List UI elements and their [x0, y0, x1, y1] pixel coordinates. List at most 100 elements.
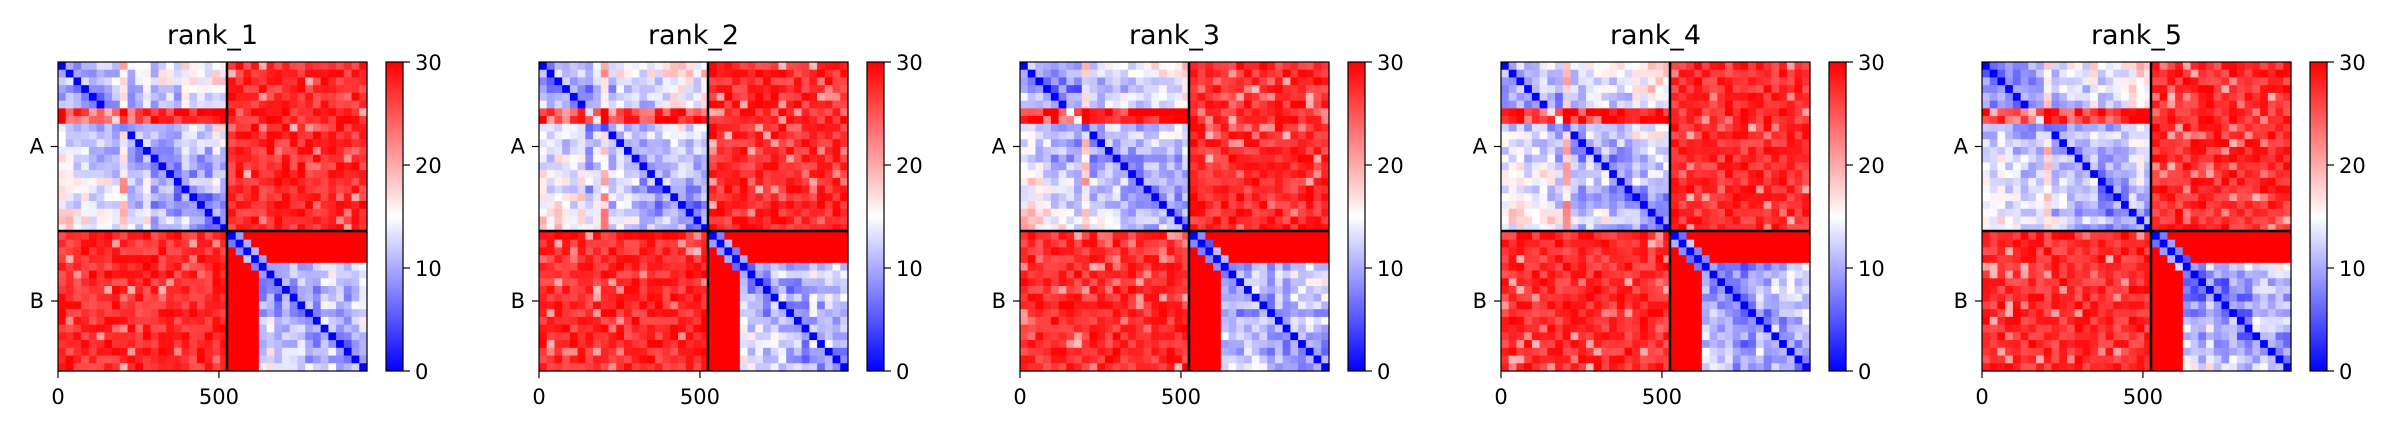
heatmap-cell	[336, 224, 345, 233]
heatmap-cell	[282, 301, 291, 310]
heatmap-cell	[1313, 116, 1322, 125]
heatmap-cell	[1678, 69, 1687, 79]
heatmap-cell	[1197, 286, 1206, 295]
heatmap-cell	[1220, 154, 1230, 164]
heatmap-cell	[577, 224, 586, 233]
heatmap-cell	[539, 85, 548, 94]
heatmap-cell	[770, 340, 780, 349]
heatmap-cell	[1027, 170, 1037, 179]
heatmap-cell	[274, 92, 283, 102]
heatmap-cell	[647, 85, 656, 94]
heatmap-cell	[832, 247, 841, 256]
heatmap-cell	[112, 293, 121, 303]
heatmap-cell	[135, 262, 144, 272]
heatmap-cell	[1058, 301, 1067, 310]
heatmap-cell	[832, 216, 841, 225]
heatmap-cell	[212, 146, 221, 156]
heatmap-cell	[1058, 231, 1067, 241]
heatmap-cell	[1205, 185, 1214, 194]
heatmap-cell	[662, 69, 671, 79]
heatmap-cell	[1213, 286, 1222, 295]
heatmap-cell	[104, 208, 113, 218]
heatmap-cell	[166, 255, 175, 264]
heatmap-cell	[739, 208, 749, 218]
heatmap-cell	[197, 131, 206, 140]
heatmap-cell	[243, 216, 252, 225]
heatmap-cell	[1259, 116, 1268, 125]
heatmap-cell	[312, 231, 322, 241]
heatmap-cell	[793, 293, 803, 303]
heatmap-cell	[1205, 162, 1214, 171]
heatmap-cell	[343, 247, 353, 256]
heatmap-cell	[732, 262, 741, 272]
heatmap-cell	[1205, 239, 1214, 248]
heatmap-cell	[763, 185, 772, 194]
heatmap-cell	[793, 231, 803, 241]
heatmap-cell	[127, 363, 136, 372]
heatmap-cell	[539, 162, 548, 171]
heatmap-cell	[786, 100, 795, 109]
heatmap-cell	[685, 108, 695, 117]
heatmap-cell	[1135, 131, 1145, 140]
heatmap-cell	[1043, 231, 1052, 241]
heatmap-cell	[197, 347, 206, 357]
heatmap-cell	[243, 231, 252, 241]
heatmap-cell	[1632, 77, 1641, 86]
heatmap-cell	[1205, 154, 1214, 164]
heatmap-cell	[96, 309, 105, 318]
heatmap-cell	[266, 216, 275, 225]
heatmap-cell	[1027, 278, 1037, 287]
heatmap-cell	[1043, 340, 1052, 349]
heatmap-cell	[336, 324, 345, 333]
heatmap-cell	[305, 347, 314, 357]
heatmap-cell	[1197, 239, 1206, 248]
heatmap-cell	[840, 108, 849, 117]
heatmap-cell	[181, 69, 190, 79]
heatmap-cell	[158, 278, 167, 287]
heatmap-cell	[1066, 69, 1075, 79]
heatmap-cell	[1282, 355, 1291, 364]
heatmap-cell	[1120, 239, 1129, 248]
heatmap-cell	[1159, 123, 1168, 133]
heatmap-cell	[685, 162, 695, 171]
heatmap-cell	[1197, 332, 1206, 341]
heatmap-cell	[670, 208, 679, 218]
heatmap-cell	[1298, 286, 1307, 295]
heatmap-cell	[305, 170, 314, 179]
heatmap-cell	[58, 62, 67, 71]
heatmap-cell	[1244, 62, 1253, 71]
heatmap-cell	[1104, 139, 1114, 148]
heatmap-cell	[562, 69, 571, 79]
heatmap-cell	[1166, 116, 1176, 125]
heatmap-cell	[58, 324, 67, 333]
heatmap-cell	[693, 286, 702, 295]
heatmap-cell	[1321, 309, 1330, 318]
heatmap-cell	[1159, 69, 1168, 79]
heatmap-cell	[305, 131, 314, 140]
heatmap-cell	[1267, 309, 1276, 318]
heatmap-cell	[693, 208, 702, 218]
heatmap-cell	[166, 347, 175, 357]
heatmap-cell	[1282, 255, 1291, 264]
heatmap-cell	[1259, 247, 1268, 256]
heatmap-cell	[1694, 69, 1703, 79]
heatmap-cell	[135, 201, 144, 210]
heatmap-cell	[724, 92, 733, 102]
heatmap-cell	[824, 131, 834, 140]
heatmap-cell	[212, 316, 221, 326]
heatmap-cell	[1081, 131, 1091, 140]
heatmap-cell	[181, 324, 190, 333]
heatmap-cell	[739, 332, 749, 341]
heatmap-cell	[235, 286, 244, 295]
heatmap-cell	[150, 239, 160, 248]
heatmap-cell	[1128, 216, 1137, 225]
heatmap-cell	[1166, 301, 1176, 310]
heatmap-cell	[1089, 286, 1098, 295]
heatmap-cell	[1081, 262, 1091, 272]
heatmap-cell	[817, 123, 826, 133]
heatmap-cell	[204, 347, 214, 357]
heatmap-cell	[258, 177, 268, 187]
heatmap-cell	[1236, 262, 1245, 272]
heatmap-cell	[166, 231, 175, 241]
heatmap-cell	[763, 247, 772, 256]
